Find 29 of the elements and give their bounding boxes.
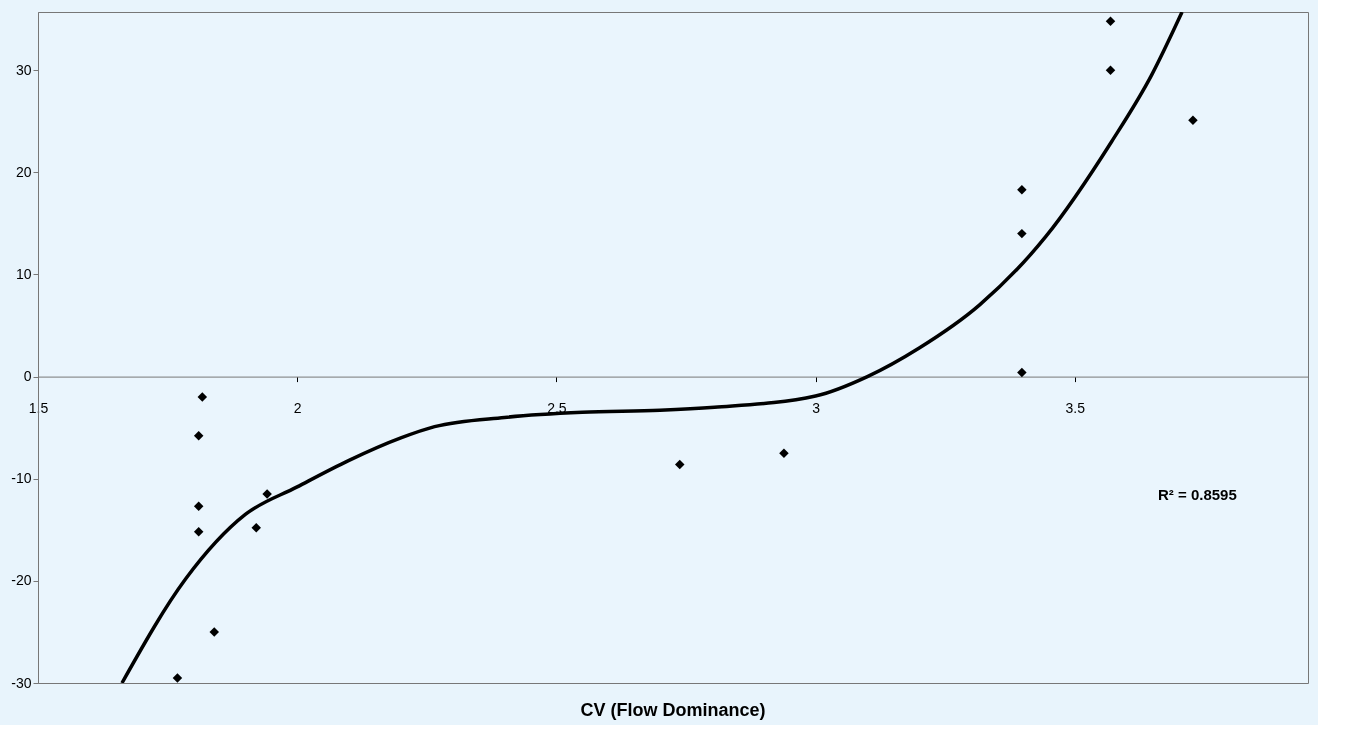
y-tick-label: -20 — [11, 572, 32, 589]
x-tick-label: 3.5 — [1065, 400, 1086, 417]
y-tick-label: 20 — [15, 163, 32, 180]
x-tick-label: 1.5 — [28, 400, 49, 417]
y-tick-label: 30 — [15, 61, 32, 78]
line-series — [120, 12, 1184, 683]
point — [251, 523, 261, 533]
y-tick-label: 0 — [23, 368, 32, 385]
point — [1105, 16, 1116, 26]
point — [197, 392, 208, 402]
point — [1017, 228, 1027, 239]
point — [1017, 367, 1027, 378]
point — [172, 673, 183, 683]
point — [209, 627, 219, 637]
y-tick-label: -10 — [11, 470, 32, 487]
y-tick-label: -30 — [11, 674, 32, 691]
x-tick-label: 3 — [812, 400, 821, 417]
annotation: R² = 0.8595 — [1158, 486, 1237, 504]
point — [193, 527, 204, 537]
point — [1188, 115, 1198, 125]
point — [193, 431, 204, 441]
point — [779, 448, 789, 458]
y-tick-label: 10 — [15, 265, 32, 282]
point — [193, 501, 204, 512]
x-tick-label: 2 — [293, 400, 302, 417]
point — [675, 459, 685, 470]
x-axis-title: CV (Flow Dominance) — [580, 700, 766, 720]
point — [1105, 65, 1116, 75]
point — [1017, 184, 1027, 195]
